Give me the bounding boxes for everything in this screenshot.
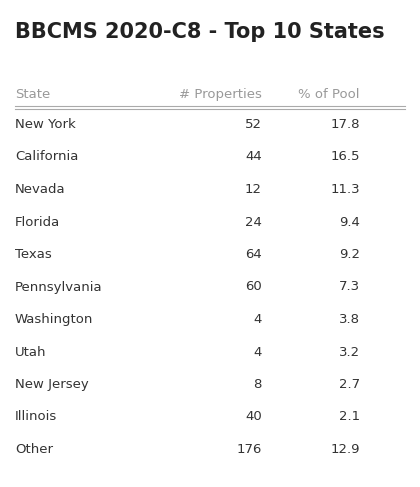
Text: New York: New York [15, 118, 76, 131]
Text: 3.8: 3.8 [339, 313, 360, 326]
Text: 176: 176 [236, 443, 262, 456]
Text: 8: 8 [254, 378, 262, 391]
Text: Florida: Florida [15, 216, 60, 228]
Text: 52: 52 [245, 118, 262, 131]
Text: Illinois: Illinois [15, 411, 57, 424]
Text: Nevada: Nevada [15, 183, 66, 196]
Text: Texas: Texas [15, 248, 52, 261]
Text: 2.1: 2.1 [339, 411, 360, 424]
Text: # Properties: # Properties [179, 88, 262, 101]
Text: New Jersey: New Jersey [15, 378, 89, 391]
Text: Other: Other [15, 443, 53, 456]
Text: California: California [15, 150, 79, 164]
Text: 12.9: 12.9 [331, 443, 360, 456]
Text: 9.4: 9.4 [339, 216, 360, 228]
Text: Utah: Utah [15, 345, 47, 358]
Text: 44: 44 [245, 150, 262, 164]
Text: 9.2: 9.2 [339, 248, 360, 261]
Text: 4: 4 [254, 345, 262, 358]
Text: 12: 12 [245, 183, 262, 196]
Text: 2.7: 2.7 [339, 378, 360, 391]
Text: 40: 40 [245, 411, 262, 424]
Text: State: State [15, 88, 50, 101]
Text: 24: 24 [245, 216, 262, 228]
Text: 3.2: 3.2 [339, 345, 360, 358]
Text: BBCMS 2020-C8 - Top 10 States: BBCMS 2020-C8 - Top 10 States [15, 22, 385, 42]
Text: 17.8: 17.8 [331, 118, 360, 131]
Text: 60: 60 [245, 281, 262, 294]
Text: Pennsylvania: Pennsylvania [15, 281, 102, 294]
Text: 4: 4 [254, 313, 262, 326]
Text: 16.5: 16.5 [331, 150, 360, 164]
Text: Washington: Washington [15, 313, 93, 326]
Text: 7.3: 7.3 [339, 281, 360, 294]
Text: % of Pool: % of Pool [299, 88, 360, 101]
Text: 64: 64 [245, 248, 262, 261]
Text: 11.3: 11.3 [331, 183, 360, 196]
